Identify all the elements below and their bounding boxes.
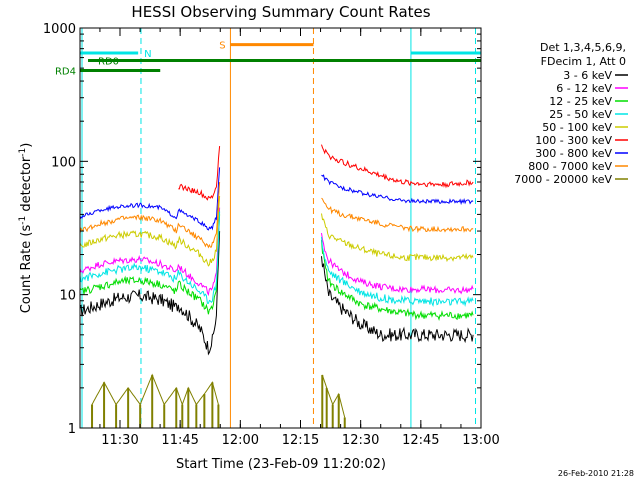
x-tick-label: 12:45 <box>402 433 439 448</box>
legend-entry-label: 100 - 300 keV <box>535 134 612 147</box>
x-tick-label: 13:00 <box>462 433 499 448</box>
x-tick-label: 11:45 <box>161 433 198 448</box>
series-line <box>321 256 474 344</box>
legend: Det 1,3,4,5,6,9, FDecim 1, Att 0 3 - 6 k… <box>514 41 628 186</box>
series-line <box>79 181 221 249</box>
plot-area: N S RD0 RD4 <box>55 28 481 428</box>
legend-title-line-1: Det 1,3,4,5,6,9, <box>540 41 626 54</box>
x-tick-label: 12:30 <box>342 433 379 448</box>
series-line <box>321 236 474 308</box>
series-line <box>321 233 474 295</box>
x-axis: 11:30 11:45 12:00 12:15 12:30 12:45 13:00 <box>99 28 500 448</box>
series-line <box>321 197 474 234</box>
y-tick-label: 10 <box>59 289 76 304</box>
y-tick-label: 100 <box>51 155 76 170</box>
x-tick-label: 12:00 <box>222 433 259 448</box>
legend-entry-label: 50 - 100 keV <box>542 121 612 134</box>
series-line <box>321 144 474 189</box>
legend-title-line-2: FDecim 1, Att 0 <box>541 55 626 68</box>
x-tick-label: 12:15 <box>282 433 319 448</box>
x-tick-label: 11:30 <box>101 433 138 448</box>
chart-title: HESSI Observing Summary Count Rates <box>131 3 430 21</box>
series-line <box>79 207 221 297</box>
flag-label: RD4 <box>55 67 76 78</box>
legend-entry-label: 7000 - 20000 keV <box>514 173 612 186</box>
flag-label: N <box>144 49 151 60</box>
series-line <box>79 214 221 315</box>
y-axis: 1 10 100 1000 <box>43 22 481 437</box>
legend-entry-label: 3 - 6 keV <box>563 69 612 82</box>
series-line <box>321 213 474 263</box>
y-tick-label: 1 <box>68 422 76 437</box>
series-line <box>321 374 346 418</box>
x-axis-label: Start Time (23-Feb-09 11:20:02) <box>176 457 386 472</box>
series-line <box>79 167 221 231</box>
series-line <box>91 373 219 406</box>
series-line <box>321 239 474 322</box>
legend-entry-label: 300 - 800 keV <box>535 147 612 160</box>
flag-label: RD0 <box>98 57 119 68</box>
series-line <box>321 174 474 206</box>
y-tick-label: 1000 <box>43 22 76 37</box>
series-line <box>79 211 221 304</box>
legend-entry-label: 25 - 50 keV <box>549 108 612 121</box>
legend-entry-label: 6 - 12 keV <box>556 82 612 95</box>
series-line <box>178 146 221 201</box>
series-line <box>79 231 221 356</box>
y-axis-label: Count Rate (s-1 detector-1) <box>18 143 34 314</box>
legend-entry-label: 12 - 25 keV <box>549 95 612 108</box>
flag-label: S <box>219 41 225 52</box>
footer-date: 26-Feb-2010 21:28 <box>558 469 634 478</box>
legend-entry-label: 800 - 7000 keV <box>528 160 612 173</box>
series-line <box>79 195 221 267</box>
